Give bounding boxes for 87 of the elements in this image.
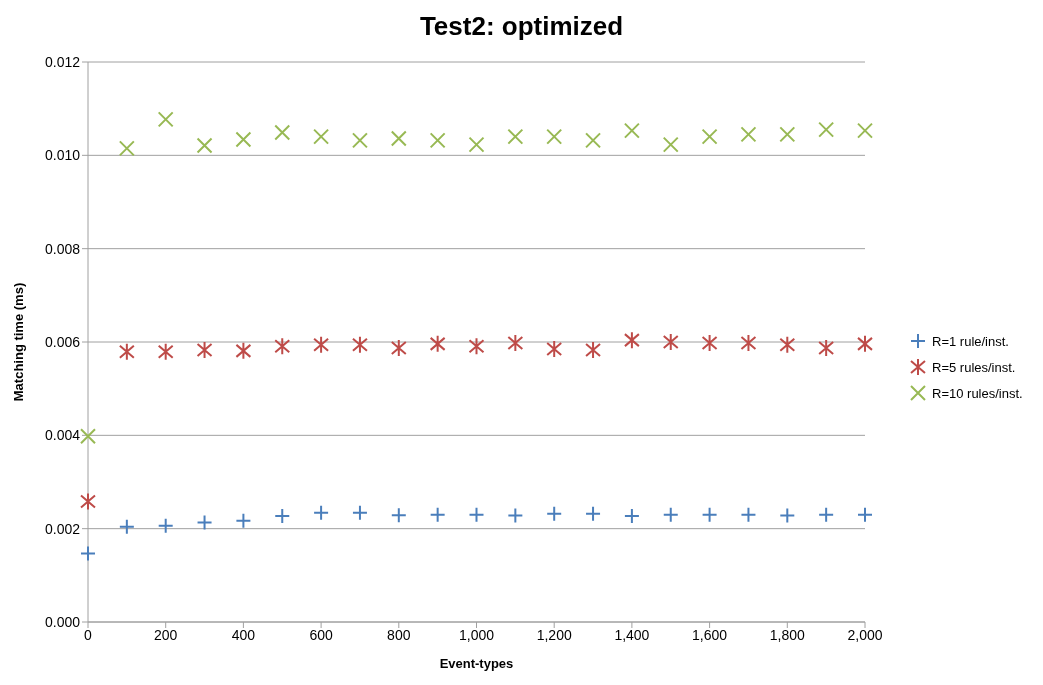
x-tick-label: 600: [309, 626, 333, 643]
point: [507, 507, 524, 524]
point: [701, 506, 718, 523]
point: [429, 132, 446, 149]
point: [585, 340, 602, 359]
x-axis-title: Event-types: [439, 656, 514, 671]
y-tick-label: 0.000: [44, 613, 81, 630]
point: [235, 131, 252, 148]
point: [701, 333, 718, 352]
point: [274, 124, 291, 141]
point: [662, 136, 679, 153]
point: [196, 340, 213, 359]
point: [313, 335, 330, 354]
point: [468, 337, 485, 356]
y-tick-label: 0.002: [44, 520, 81, 537]
x-tick-label: 200: [154, 626, 178, 643]
y-tick-label: 0.010: [44, 147, 81, 164]
point: [507, 128, 524, 145]
point: [390, 339, 407, 358]
y-tick-label: 0.006: [44, 333, 81, 350]
point: [623, 508, 640, 525]
y-tick-label: 0.004: [44, 427, 81, 444]
point: [118, 140, 135, 157]
legend-label: R=5 rules/inst.: [932, 359, 1016, 375]
point: [662, 506, 679, 523]
point: [507, 333, 524, 352]
point: [779, 335, 796, 354]
point: [118, 342, 135, 361]
point: [235, 341, 252, 360]
point: [157, 517, 174, 534]
point: [390, 507, 407, 524]
x-tick-label: 400: [231, 626, 256, 643]
point: [857, 122, 873, 139]
point: [546, 128, 563, 145]
y-axis-title: Matching time (ms): [10, 282, 26, 402]
x-tick-label: 0: [84, 626, 93, 643]
y-tick-label: 0.012: [44, 53, 81, 70]
x-tick-label: 1,800: [769, 626, 806, 643]
y-tick-label: 0.008: [44, 240, 81, 257]
point: [274, 508, 291, 525]
point: [313, 504, 330, 521]
x-tick-label: 2,000: [847, 626, 883, 643]
legend-label: R=10 rules/inst.: [932, 385, 1023, 401]
x-tick-label: 1,400: [614, 626, 650, 643]
point: [740, 126, 757, 143]
point: [546, 340, 563, 358]
point: [818, 339, 835, 358]
point: [740, 333, 757, 352]
point: [623, 331, 640, 350]
x-tick-label: 800: [387, 626, 411, 643]
point: [857, 506, 873, 523]
point: [662, 333, 679, 351]
point: [80, 428, 96, 445]
point: [351, 335, 368, 354]
x-tick-label: 1,600: [692, 626, 728, 643]
point: [546, 505, 563, 522]
point: [818, 506, 835, 523]
point: [779, 126, 796, 143]
point: [585, 132, 602, 149]
point: [585, 505, 602, 522]
point: [779, 507, 796, 524]
x-tick-label: 1,000: [458, 626, 495, 643]
point: [196, 137, 213, 154]
point: [740, 506, 757, 523]
point: [429, 506, 446, 523]
point: [468, 136, 485, 153]
chart-title: Test2: optimized: [418, 10, 625, 43]
point: [818, 121, 835, 138]
point: [118, 518, 135, 535]
point: [390, 130, 407, 147]
point: [351, 132, 368, 149]
x-tick-label: 1,200: [536, 626, 572, 643]
point: [80, 492, 96, 511]
point: [429, 334, 446, 353]
point: [196, 514, 213, 531]
point: [235, 512, 252, 529]
point: [157, 111, 174, 128]
point: [80, 545, 96, 562]
point: [857, 334, 873, 353]
legend-label: R=1 rule/inst.: [932, 333, 1009, 349]
point: [468, 506, 485, 523]
point: [701, 128, 718, 145]
point: [351, 504, 368, 521]
point: [274, 337, 291, 356]
point: [313, 128, 330, 145]
point: [623, 122, 640, 139]
point: [157, 342, 174, 361]
